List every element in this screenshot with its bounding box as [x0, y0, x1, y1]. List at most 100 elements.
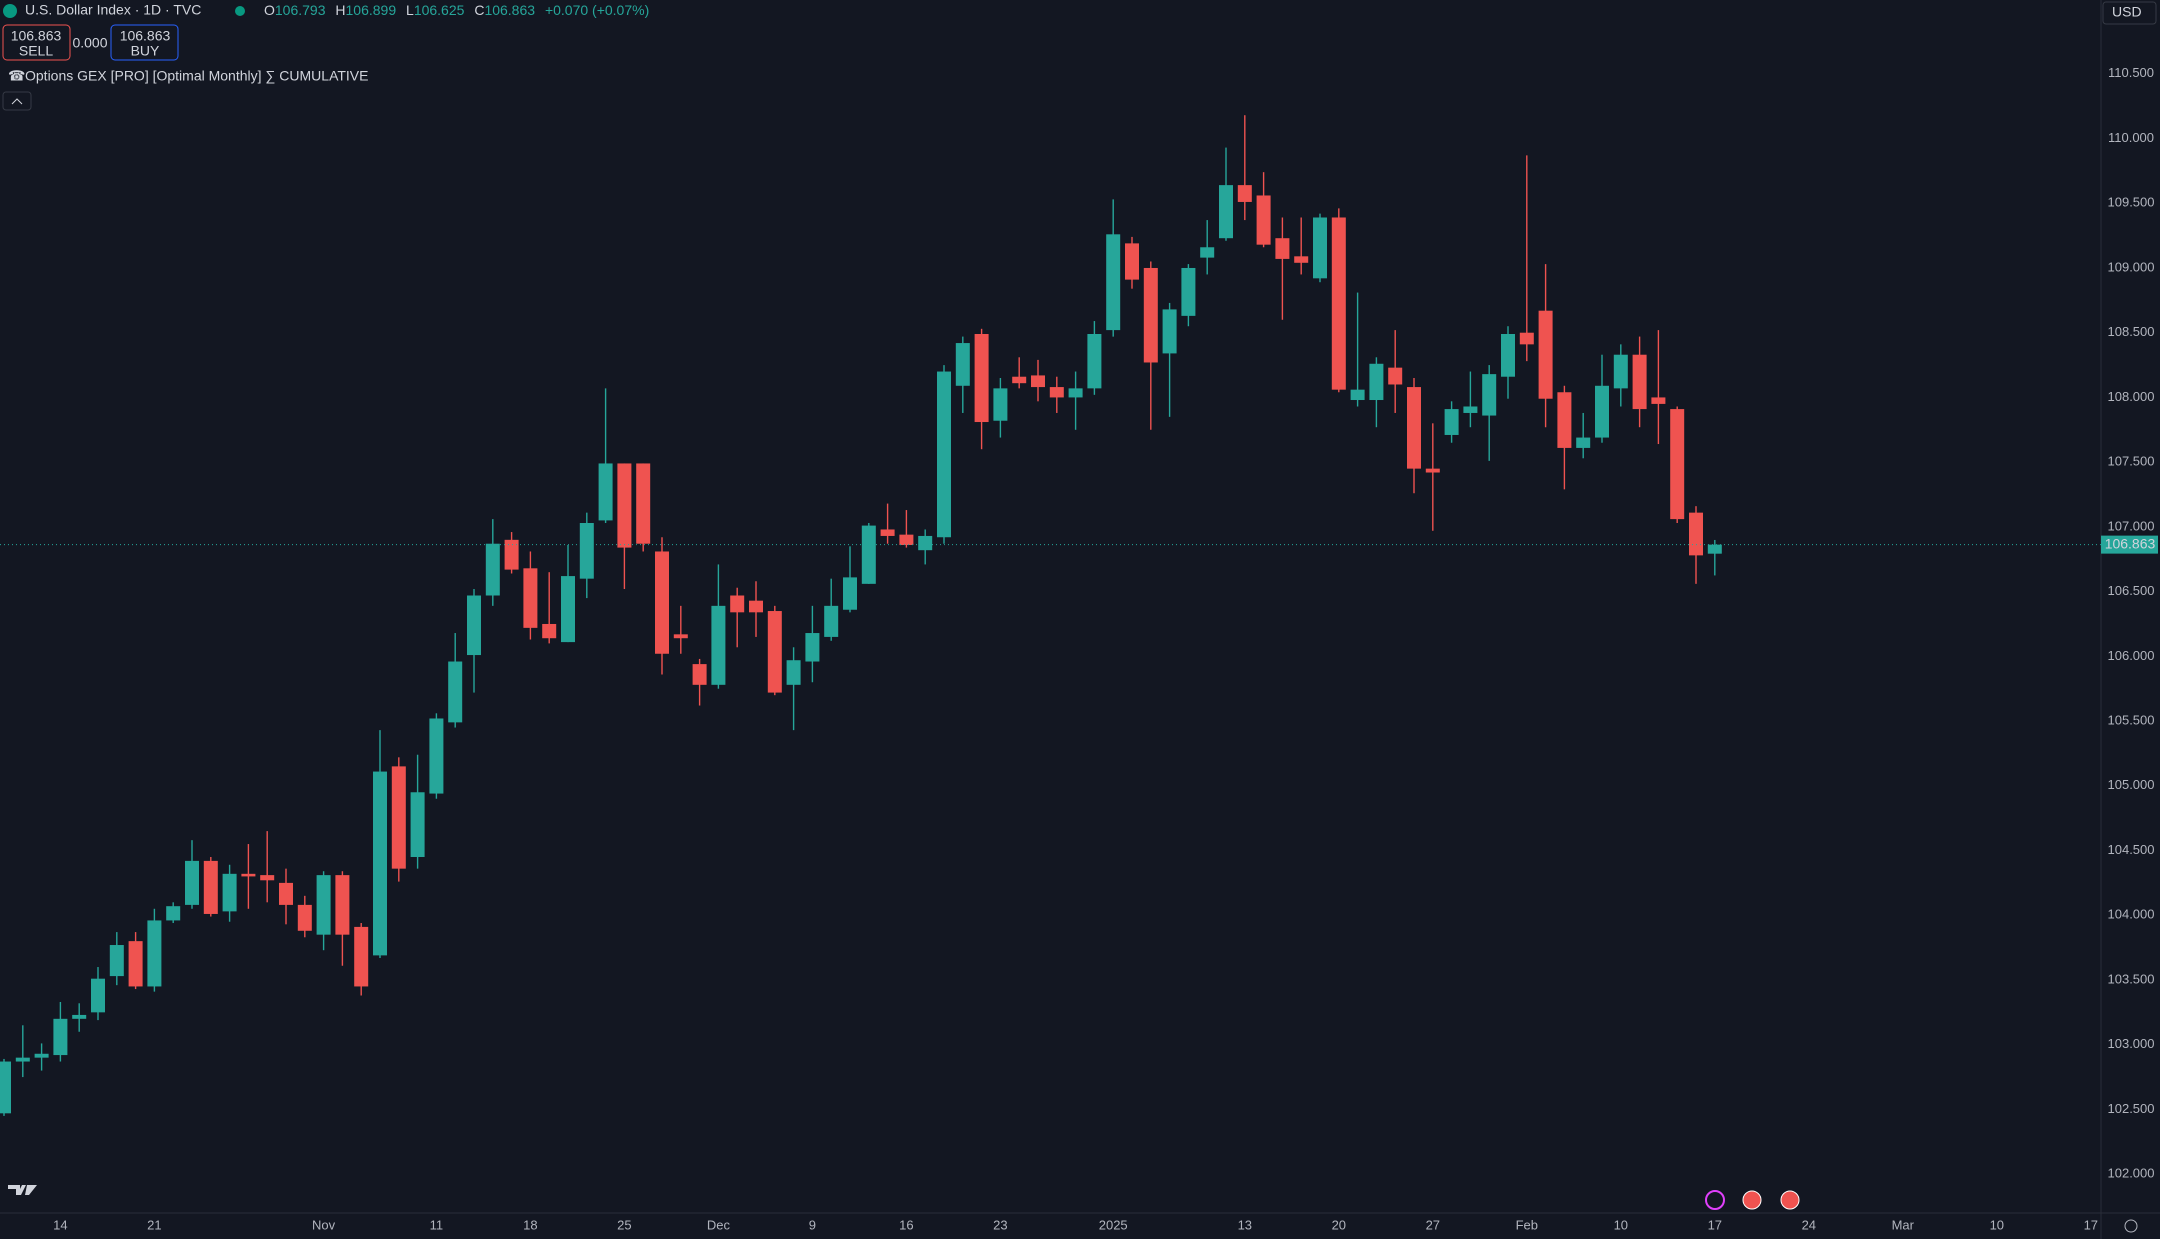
- candle-body: [617, 463, 632, 548]
- x-tick-label: 24: [1802, 1217, 1816, 1232]
- x-tick-label: 20: [1332, 1217, 1346, 1232]
- candle-body: [1068, 388, 1083, 398]
- candle-body: [1425, 468, 1440, 473]
- candle-body: [109, 945, 124, 977]
- indicator-label: Options GEX [PRO] [Optimal Monthly] ∑ CU…: [25, 68, 368, 84]
- event-icon[interactable]: [1780, 1190, 1800, 1210]
- y-tick-label: 104.500: [2108, 842, 2155, 857]
- currency-button[interactable]: [2102, 1, 2157, 25]
- market-status: [235, 6, 245, 16]
- x-tick-label: 17: [1708, 1217, 1722, 1232]
- candle-body: [185, 860, 199, 905]
- candle-body: [692, 664, 707, 685]
- candle-body: [899, 534, 914, 546]
- high-label: H: [335, 2, 345, 18]
- high-value: 106.899: [346, 2, 397, 18]
- x-tick-label: 10: [1614, 1217, 1628, 1232]
- candle-body: [673, 634, 688, 639]
- candle-body: [1407, 387, 1421, 469]
- close-value: 106.863: [484, 2, 535, 18]
- candle-body: [1313, 217, 1327, 279]
- buy-button[interactable]: [110, 24, 179, 61]
- candle-body: [1106, 234, 1121, 331]
- x-tick-label: Nov: [312, 1217, 336, 1232]
- y-tick-label: 106.000: [2108, 648, 2155, 663]
- candle-body: [1689, 512, 1703, 556]
- y-tick-label: 103.000: [2108, 1036, 2155, 1051]
- x-tick-label: 2025: [1099, 1217, 1128, 1232]
- candle-body: [15, 1057, 30, 1062]
- candle-body: [711, 605, 726, 685]
- candle-body: [1125, 243, 1139, 280]
- low-label: L: [406, 2, 414, 18]
- candle-body: [373, 771, 387, 956]
- candle-body: [974, 333, 989, 423]
- candle-body: [1444, 409, 1459, 435]
- candle-body: [993, 388, 1008, 421]
- candle-body: [918, 535, 933, 551]
- candle-body: [1219, 185, 1233, 239]
- last-price-label: 106.863: [2105, 535, 2156, 551]
- last-price-box: [2101, 535, 2158, 554]
- candle-body: [579, 523, 594, 579]
- candle-body: [1388, 367, 1403, 385]
- x-tick-label: 23: [993, 1217, 1007, 1232]
- y-tick-label: 110.500: [2108, 65, 2154, 80]
- candle-body: [1181, 267, 1196, 316]
- candle-body: [316, 875, 331, 935]
- collapse-button[interactable]: [2, 91, 32, 111]
- candle-body: [241, 873, 256, 877]
- candle-body: [937, 371, 951, 538]
- candle-body: [410, 792, 425, 857]
- x-tick-label: 17: [2084, 1217, 2098, 1232]
- candle-body: [1595, 385, 1609, 438]
- event-icon[interactable]: [1742, 1190, 1762, 1210]
- candle-body: [72, 1014, 87, 1019]
- candle-body: [1162, 309, 1177, 354]
- settings-icon[interactable]: [2124, 1219, 2138, 1233]
- event-icon[interactable]: [1705, 1190, 1725, 1210]
- candle-body: [1049, 387, 1064, 398]
- candle-body: [1256, 195, 1271, 245]
- candle-body: [955, 343, 970, 386]
- candle-body: [297, 904, 312, 931]
- candle-body: [636, 463, 651, 544]
- candle-body: [1143, 267, 1158, 363]
- indicator-icon: ☎: [8, 68, 25, 84]
- candle-body: [1613, 354, 1628, 389]
- candle-body: [279, 882, 293, 905]
- candle-body: [1501, 333, 1515, 377]
- currency: USD: [2112, 4, 2142, 20]
- candle-body: [485, 543, 500, 596]
- buy-label: BUY: [131, 43, 160, 59]
- buy-price: 106.863: [120, 28, 171, 44]
- candle-body: [1538, 310, 1553, 399]
- candle-body: [429, 718, 444, 794]
- candle-body: [1576, 437, 1591, 448]
- candle-body: [203, 860, 218, 914]
- candle-body: [222, 873, 237, 912]
- close-label: C: [474, 2, 484, 18]
- x-tick-label: 21: [147, 1217, 161, 1232]
- ohlc: O106.793 H106.899 L106.625 C106.863 +0.0…: [264, 2, 649, 18]
- low-value: 106.625: [414, 2, 465, 18]
- x-tick-label: Dec: [707, 1217, 731, 1232]
- candle-body: [1031, 375, 1045, 388]
- y-tick-label: 104.000: [2108, 907, 2155, 922]
- candle-body: [128, 941, 143, 987]
- candle-body: [354, 926, 369, 987]
- candle-body: [1275, 238, 1290, 259]
- candle-body: [1331, 217, 1346, 390]
- y-tick-label: 110.000: [2108, 130, 2154, 145]
- x-tick-label: Feb: [1516, 1217, 1538, 1232]
- candle-body: [1519, 332, 1534, 345]
- candle-body: [730, 595, 745, 613]
- open-label: O: [264, 2, 275, 18]
- x-tick-label: 9: [809, 1217, 816, 1232]
- y-tick-label: 109.500: [2108, 195, 2155, 210]
- change: +0.070 (+0.07%): [545, 2, 649, 18]
- x-tick-label: 13: [1238, 1217, 1252, 1232]
- y-tick-label: 107.500: [2108, 454, 2155, 469]
- sell-button[interactable]: [2, 24, 71, 61]
- candle-body: [504, 539, 519, 570]
